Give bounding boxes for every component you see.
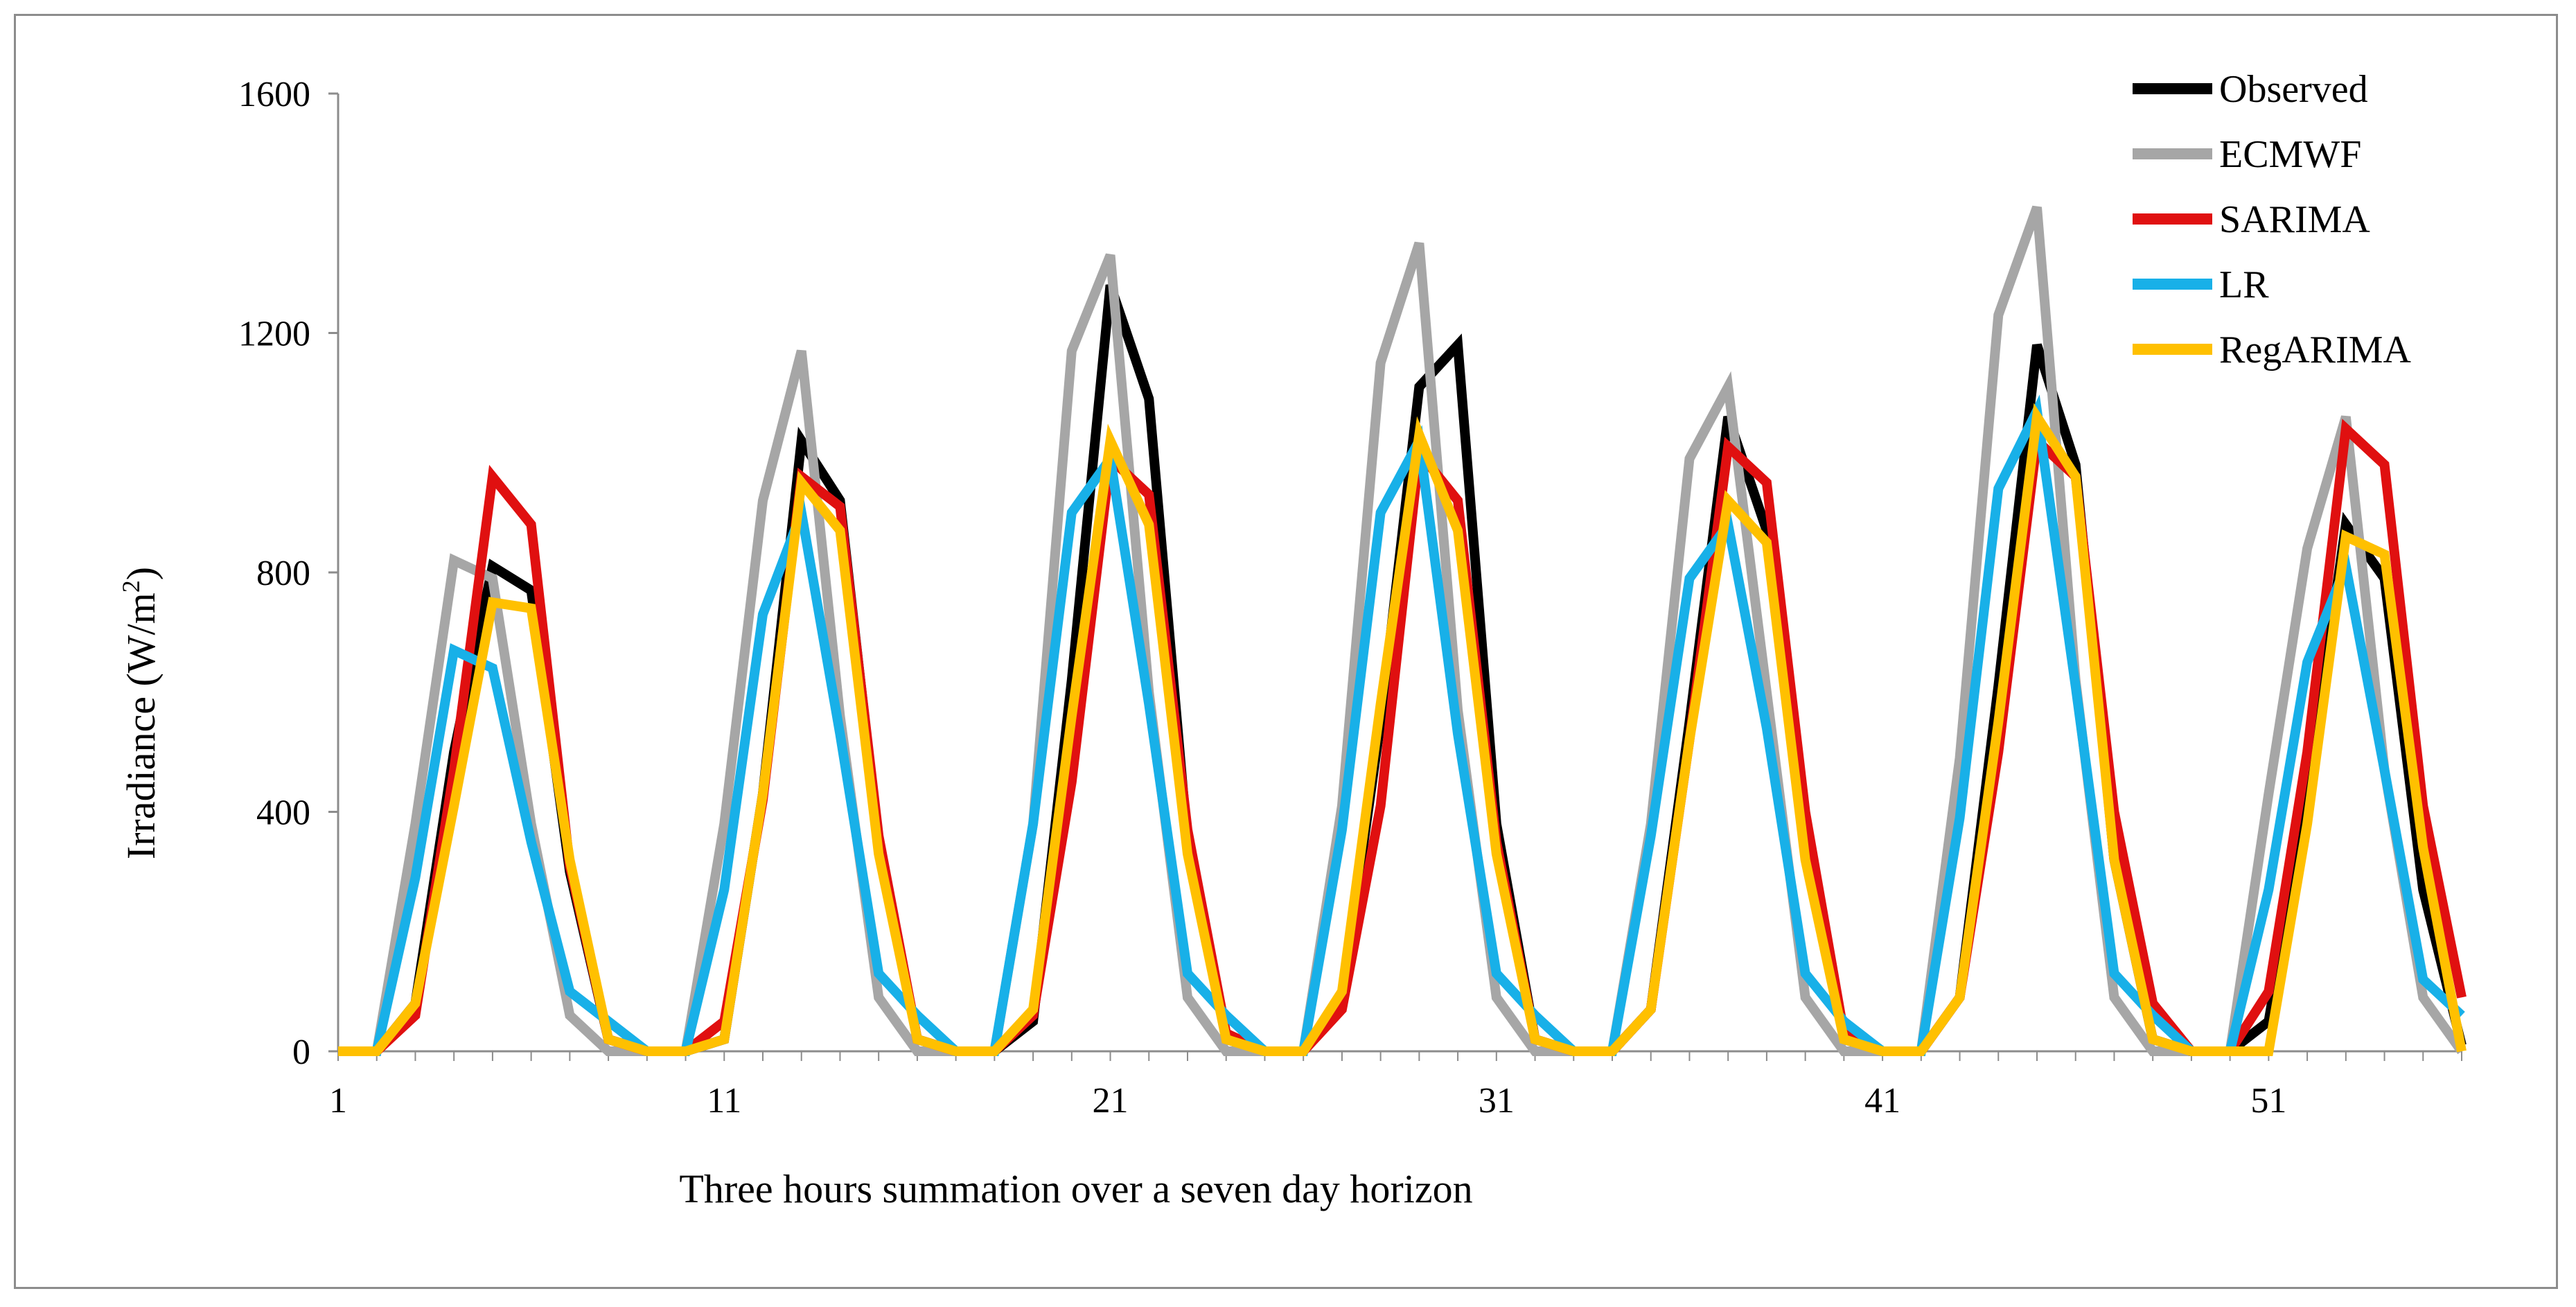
legend: Observed ECMWF SARIMA LR RegARIMA — [2133, 68, 2411, 371]
x-tick-label: 51 — [2250, 1081, 2286, 1121]
y-axis-title-main: Irradiance (W/m — [118, 593, 164, 859]
y-tick-label: 0 — [292, 1033, 310, 1072]
legend-label-sarima: SARIMA — [2219, 198, 2370, 241]
y-axis-title-close: ) — [118, 567, 164, 580]
legend-label-ecmwf: ECMWF — [2219, 133, 2361, 176]
x-tick-label: 31 — [1479, 1081, 1515, 1121]
series-line-lr — [338, 394, 2465, 1056]
y-tick-labels: 0 400 800 1200 1600 — [238, 75, 310, 1072]
x-tick-label: 21 — [1093, 1081, 1129, 1121]
y-tick-label: 800 — [256, 554, 310, 593]
x-tick-label: 11 — [707, 1081, 741, 1121]
y-tick-label: 1600 — [238, 75, 310, 114]
legend-label-observed: Observed — [2219, 68, 2368, 111]
y-tick-label: 400 — [256, 793, 310, 833]
y-axis-title: Irradiance (W/m2) — [117, 567, 164, 859]
series-line-regarima — [338, 403, 2467, 1056]
chart-frame: 0 400 800 1200 1600 1 11 21 31 41 51 Observed ECMW… — [14, 14, 2558, 1289]
legend-label-lr: LR — [2219, 263, 2269, 306]
series-lines — [338, 205, 2467, 1056]
x-axis-title: Three hours summation over a seven day h… — [679, 1166, 1472, 1211]
y-axis-title-superscript: 2 — [117, 580, 145, 593]
x-tick-label: 1 — [329, 1081, 347, 1121]
x-tick-label: 41 — [1864, 1081, 1900, 1121]
y-tick-label: 1200 — [238, 315, 310, 354]
x-tick-labels: 1 11 21 31 41 51 — [329, 1081, 2286, 1121]
legend-label-regarima: RegARIMA — [2219, 328, 2411, 371]
